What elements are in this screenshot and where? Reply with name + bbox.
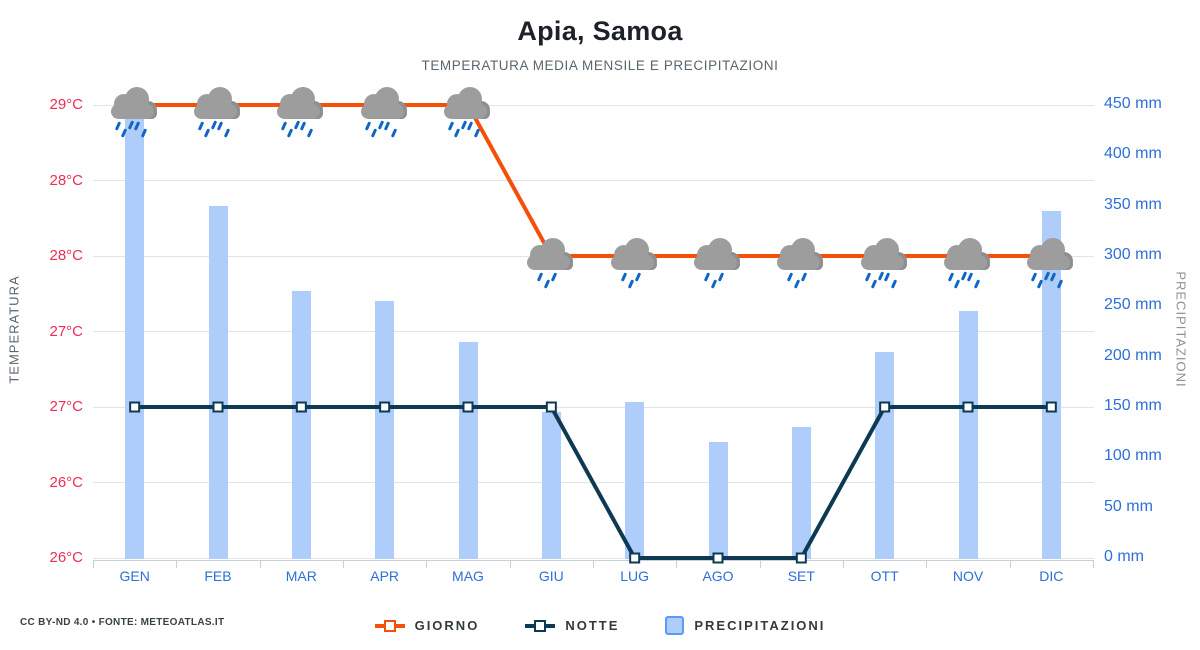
x-axis-tick [1093, 560, 1094, 568]
attribution-text: CC BY-ND 4.0 • FONTE: METEOATLAS.IT [20, 617, 225, 628]
legend-item-notte: NOTTE [525, 618, 619, 633]
month-label: MAR [285, 568, 317, 584]
x-axis-tick [1009, 560, 1011, 568]
heavy-rain-cloud-icon [191, 87, 245, 141]
night-line-swatch-icon [525, 619, 556, 632]
precipitation-tick-label: 50 mm [1104, 497, 1153, 515]
legend-label-precipitazioni: PRECIPITAZIONI [694, 617, 826, 633]
precipitation-tick-label: 350 mm [1104, 195, 1162, 213]
heavy-rain-cloud-icon [358, 87, 412, 141]
heavy-rain-cloud-icon [441, 87, 495, 141]
x-axis-tick [259, 560, 261, 568]
precipitation-tick-label: 250 mm [1104, 296, 1162, 314]
legend-item-precipitazioni: PRECIPITAZIONI [665, 615, 826, 635]
heavy-rain-cloud-icon [941, 238, 995, 292]
temperature-tick-label: 28°C [49, 247, 83, 264]
month-label: OTT [870, 568, 899, 584]
precipitation-bar [375, 301, 395, 559]
x-axis-tick [759, 560, 761, 568]
day-line-markers [129, 99, 1057, 262]
precipitation-bar [291, 291, 311, 559]
legend-label-notte: NOTTE [565, 617, 620, 633]
x-axis-tick [843, 560, 844, 568]
precipitation-bar [708, 442, 728, 559]
precipitation-bar [625, 401, 645, 559]
legend-item-giorno: GIORNO [374, 617, 480, 633]
x-axis-tick [926, 560, 928, 568]
day-temperature-line [134, 103, 1052, 258]
temperature-gridline [93, 557, 1094, 559]
precipitation-tick-label: 150 mm [1104, 397, 1162, 414]
night-temperature-line [134, 405, 1052, 560]
precipitation-tick-label: 200 mm [1104, 346, 1162, 364]
temperature-tick-label: 26°C [49, 473, 83, 491]
x-axis-tick [343, 560, 344, 568]
month-label: SET [787, 568, 815, 584]
x-axis-tick [593, 560, 594, 568]
heavy-rain-cloud-icon [274, 87, 328, 141]
temperature-tick-label: 27°C [49, 398, 83, 415]
x-axis-tick [93, 560, 94, 568]
light-rain-cloud-icon [524, 238, 578, 292]
night-line-markers [129, 401, 1057, 564]
month-label: GEN [119, 568, 150, 584]
light-rain-cloud-icon [608, 238, 662, 292]
temperature-tick-label: 26°C [49, 549, 83, 566]
month-label: LUG [620, 568, 650, 584]
precipitation-bar [791, 427, 811, 559]
temperature-axis-title: TEMPERATURA [6, 275, 22, 384]
precipitation-tick-label: 0 mm [1104, 548, 1144, 565]
month-label: GIU [538, 568, 564, 584]
precipitation-bar [1041, 210, 1061, 559]
precipitation-bar [208, 205, 228, 559]
precipitation-tick-label: 100 mm [1104, 447, 1162, 465]
temperature-tick-label: 29°C [49, 96, 83, 113]
x-axis-tick [509, 560, 511, 568]
legend: GIORNO NOTTE PRECIPITAZIONI [0, 612, 1200, 638]
x-axis-tick [176, 560, 178, 568]
month-label: MAG [452, 568, 484, 584]
legend-label-giorno: GIORNO [414, 617, 480, 633]
temperature-gridline [93, 180, 1094, 181]
temperature-gridline [93, 104, 1094, 106]
temperature-gridline [93, 406, 1094, 408]
day-line-swatch-icon [374, 619, 405, 632]
precipitation-bar [458, 341, 478, 559]
temperature-gridline [93, 331, 1094, 332]
month-label: APR [370, 568, 400, 584]
month-label: DIC [1039, 568, 1064, 584]
chart-title: Apia, Samoa [517, 16, 683, 46]
temperature-tick-label: 27°C [49, 322, 83, 340]
heavy-rain-cloud-icon [1024, 238, 1078, 292]
heavy-rain-cloud-icon [858, 238, 912, 292]
precipitation-tick-label: 400 mm [1104, 145, 1162, 163]
chart-subtitle: TEMPERATURA MEDIA MENSILE E PRECIPITAZIO… [421, 58, 779, 73]
month-label: AGO [702, 568, 734, 584]
precipitation-swatch-icon [665, 615, 685, 635]
heavy-rain-cloud-icon [108, 87, 162, 141]
precipitation-tick-label: 450 mm [1104, 95, 1162, 112]
precipitation-axis-title: PRECIPITAZIONI [1173, 271, 1189, 388]
precipitation-tick-label: 300 mm [1104, 246, 1162, 263]
temperature-tick-label: 28°C [49, 171, 83, 189]
precipitation-bar [125, 105, 145, 559]
month-label: NOV [952, 568, 984, 584]
precipitation-bar [541, 412, 561, 559]
light-rain-cloud-icon [691, 238, 745, 292]
x-axis-tick [676, 560, 678, 568]
month-label: FEB [204, 568, 232, 584]
x-axis-tick [426, 560, 428, 568]
precipitation-bar [958, 311, 978, 559]
light-rain-cloud-icon [774, 238, 828, 292]
